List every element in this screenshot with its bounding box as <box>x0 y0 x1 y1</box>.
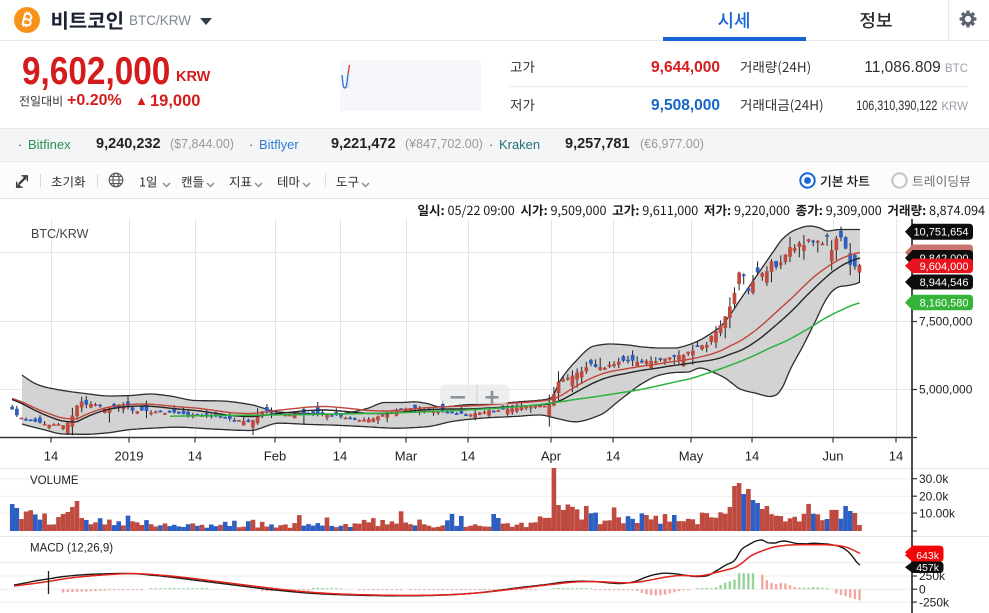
svg-text:14: 14 <box>889 449 903 464</box>
svg-text:-250k: -250k <box>919 595 950 609</box>
svg-text:Feb: Feb <box>264 449 286 464</box>
svg-text:30.0k: 30.0k <box>919 472 949 486</box>
svg-text:457k: 457k <box>916 562 940 574</box>
svg-text:8,944,546: 8,944,546 <box>920 277 969 289</box>
svg-text:14: 14 <box>333 449 347 464</box>
svg-text:Apr: Apr <box>541 449 562 464</box>
svg-text:643k: 643k <box>916 550 940 562</box>
svg-text:5,000,000: 5,000,000 <box>919 383 973 397</box>
svg-text:14: 14 <box>606 449 620 464</box>
svg-text:10,751,654: 10,751,654 <box>913 227 968 239</box>
svg-text:14: 14 <box>745 449 759 464</box>
svg-text:0: 0 <box>919 582 926 596</box>
svg-text:14: 14 <box>188 449 202 464</box>
svg-text:May: May <box>679 449 704 464</box>
svg-text:Jun: Jun <box>823 449 844 464</box>
svg-text:BTC/KRW: BTC/KRW <box>31 227 89 241</box>
svg-text:10.00k: 10.00k <box>919 506 956 520</box>
svg-text:14: 14 <box>461 449 475 464</box>
svg-text:MACD (12,26,9): MACD (12,26,9) <box>30 543 113 555</box>
svg-text:Mar: Mar <box>395 449 418 464</box>
svg-text:2019: 2019 <box>115 449 144 464</box>
svg-text:8,160,580: 8,160,580 <box>920 298 969 310</box>
svg-text:VOLUME: VOLUME <box>30 475 79 487</box>
svg-text:9,604,000: 9,604,000 <box>920 261 969 273</box>
svg-text:7,500,000: 7,500,000 <box>919 315 973 329</box>
svg-text:20.0k: 20.0k <box>919 489 949 503</box>
svg-text:14: 14 <box>44 449 58 464</box>
